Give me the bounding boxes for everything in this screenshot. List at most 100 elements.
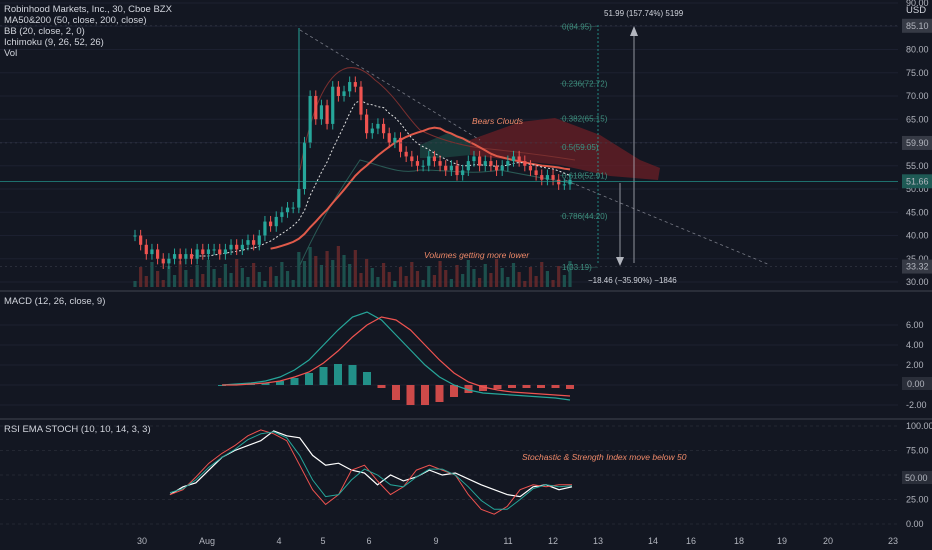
rsi-pane-label[interactable]: RSI EMA STOCH (10, 10, 14, 3, 3) [4, 424, 151, 435]
volume-bar [285, 271, 290, 287]
volume-bar [404, 276, 408, 287]
candle-body [472, 156, 476, 162]
volume-bar [494, 259, 499, 287]
volume-bar [223, 264, 227, 287]
candle-body [365, 114, 369, 134]
candle-body [511, 156, 516, 162]
candle-body [319, 105, 324, 120]
time-tick-label: Aug [199, 536, 215, 546]
indicator-ma[interactable]: MA50&200 (50, close, 200, close) [4, 15, 147, 26]
candle-body [415, 161, 420, 166]
candle-body [432, 156, 437, 162]
macd-lines [221, 311, 571, 401]
rsi-pane[interactable]: Stochastic & Strength Index move below 5… [0, 421, 932, 529]
volume-bar [517, 272, 521, 287]
rsi-line [169, 430, 573, 498]
macd-hist-bar [450, 385, 458, 397]
candle-body [410, 156, 414, 162]
price-pane[interactable]: 0(84.95) 0.236(72.72) 0.382(65.15) 0.5(59.0… [0, 0, 932, 287]
candle-body [449, 165, 453, 171]
volume-bar [511, 263, 516, 287]
macd-hist-bar [435, 385, 444, 402]
candle-body [421, 165, 425, 167]
volume-bar [229, 273, 233, 287]
indicator-ichimoku[interactable]: Ichimoku (9, 26, 52, 26) [4, 37, 104, 48]
macd-hist-bar [261, 383, 270, 385]
chart-legend: Robinhood Markets, Inc., 30, Cboe BZX MA… [4, 4, 172, 59]
candle-body [184, 254, 188, 259]
candle-body [144, 244, 148, 255]
volume-bar [184, 270, 188, 287]
macd-tick-label: 4.00 [906, 340, 924, 350]
candle-body [133, 235, 137, 237]
candle-body [427, 156, 431, 166]
volume-bar [534, 276, 538, 287]
candle-body [461, 170, 465, 176]
volume-bar [421, 280, 425, 287]
candle-body [240, 244, 244, 250]
volume-bar [540, 262, 544, 287]
macd-hist-bar [479, 385, 487, 391]
price-badge-bg [902, 18, 932, 33]
macd-badge: 0.00 [902, 377, 932, 390]
price-tick-label: 30.00 [906, 277, 929, 287]
time-axis[interactable]: 30 Aug 4 5 6 9 11 12 13 14 16 18 19 20 23 [137, 536, 898, 546]
candle-body [387, 133, 391, 143]
macd-hist-bar [348, 365, 357, 385]
volume-bar [161, 280, 165, 287]
macd-hist-bar [290, 378, 299, 385]
candle-body [336, 86, 340, 96]
volume-bar [291, 280, 295, 287]
volume-bar [139, 267, 143, 287]
indicator-vol[interactable]: Vol [4, 48, 18, 59]
macd-hist-bar [421, 385, 429, 405]
candle-body [398, 137, 403, 152]
volume-bar [461, 274, 465, 287]
fib-level-label: 0(84.95) [562, 22, 592, 31]
volume-bar [370, 268, 374, 287]
price-tick-label: 45.00 [906, 207, 929, 217]
volume-bar [489, 273, 493, 287]
time-tick-label: 23 [888, 536, 898, 546]
volume-bar [308, 247, 312, 287]
macd-hist-bar [522, 385, 531, 388]
candle-body [195, 249, 199, 259]
volume-bar [144, 276, 148, 287]
candle-body [155, 249, 160, 259]
rsi-badge: 50.00 [902, 471, 932, 484]
volume-bar [393, 281, 397, 287]
macd-pane[interactable]: 6.004.002.000.00-2.00 0.00 [0, 311, 932, 410]
time-tick-label: 6 [366, 536, 371, 546]
macd-pane-label[interactable]: MACD (12, 26, close, 9) [4, 296, 106, 307]
signal-line [222, 316, 571, 397]
volume-bar [545, 271, 550, 287]
stoch-label: Stochastic & Strength Index move below 5… [522, 452, 687, 462]
volume-bar [551, 280, 555, 287]
bears-clouds-label: Bears Clouds [472, 116, 524, 126]
macd-hist-bar [551, 385, 560, 388]
volume-bar [297, 252, 301, 287]
rsi-tick-label: 25.00 [906, 495, 929, 505]
volume-bar [557, 266, 561, 287]
candle-body [291, 207, 295, 209]
price-tick-label: 75.00 [906, 68, 929, 78]
price-badge-bg [902, 135, 932, 150]
time-tick-label: 30 [137, 536, 147, 546]
candle-body [523, 161, 527, 166]
fib-level-label: 0.618(52.91) [562, 171, 608, 180]
volume-bar [257, 272, 261, 287]
volume-bar [331, 260, 335, 287]
indicator-bb[interactable]: BB (20, close, 2, 0) [4, 26, 85, 37]
price-badge-label: 85.10 [906, 21, 929, 31]
candle-body [178, 254, 182, 259]
price-grid [0, 2, 898, 283]
candle-body [331, 86, 335, 124]
macd-hist-bar [464, 385, 473, 393]
macd-hist-bar [334, 364, 342, 385]
volume-bar [172, 275, 177, 287]
candle-body [280, 212, 284, 217]
candle-body [161, 258, 165, 264]
candle-body [206, 249, 211, 255]
volume-bar [201, 274, 205, 287]
